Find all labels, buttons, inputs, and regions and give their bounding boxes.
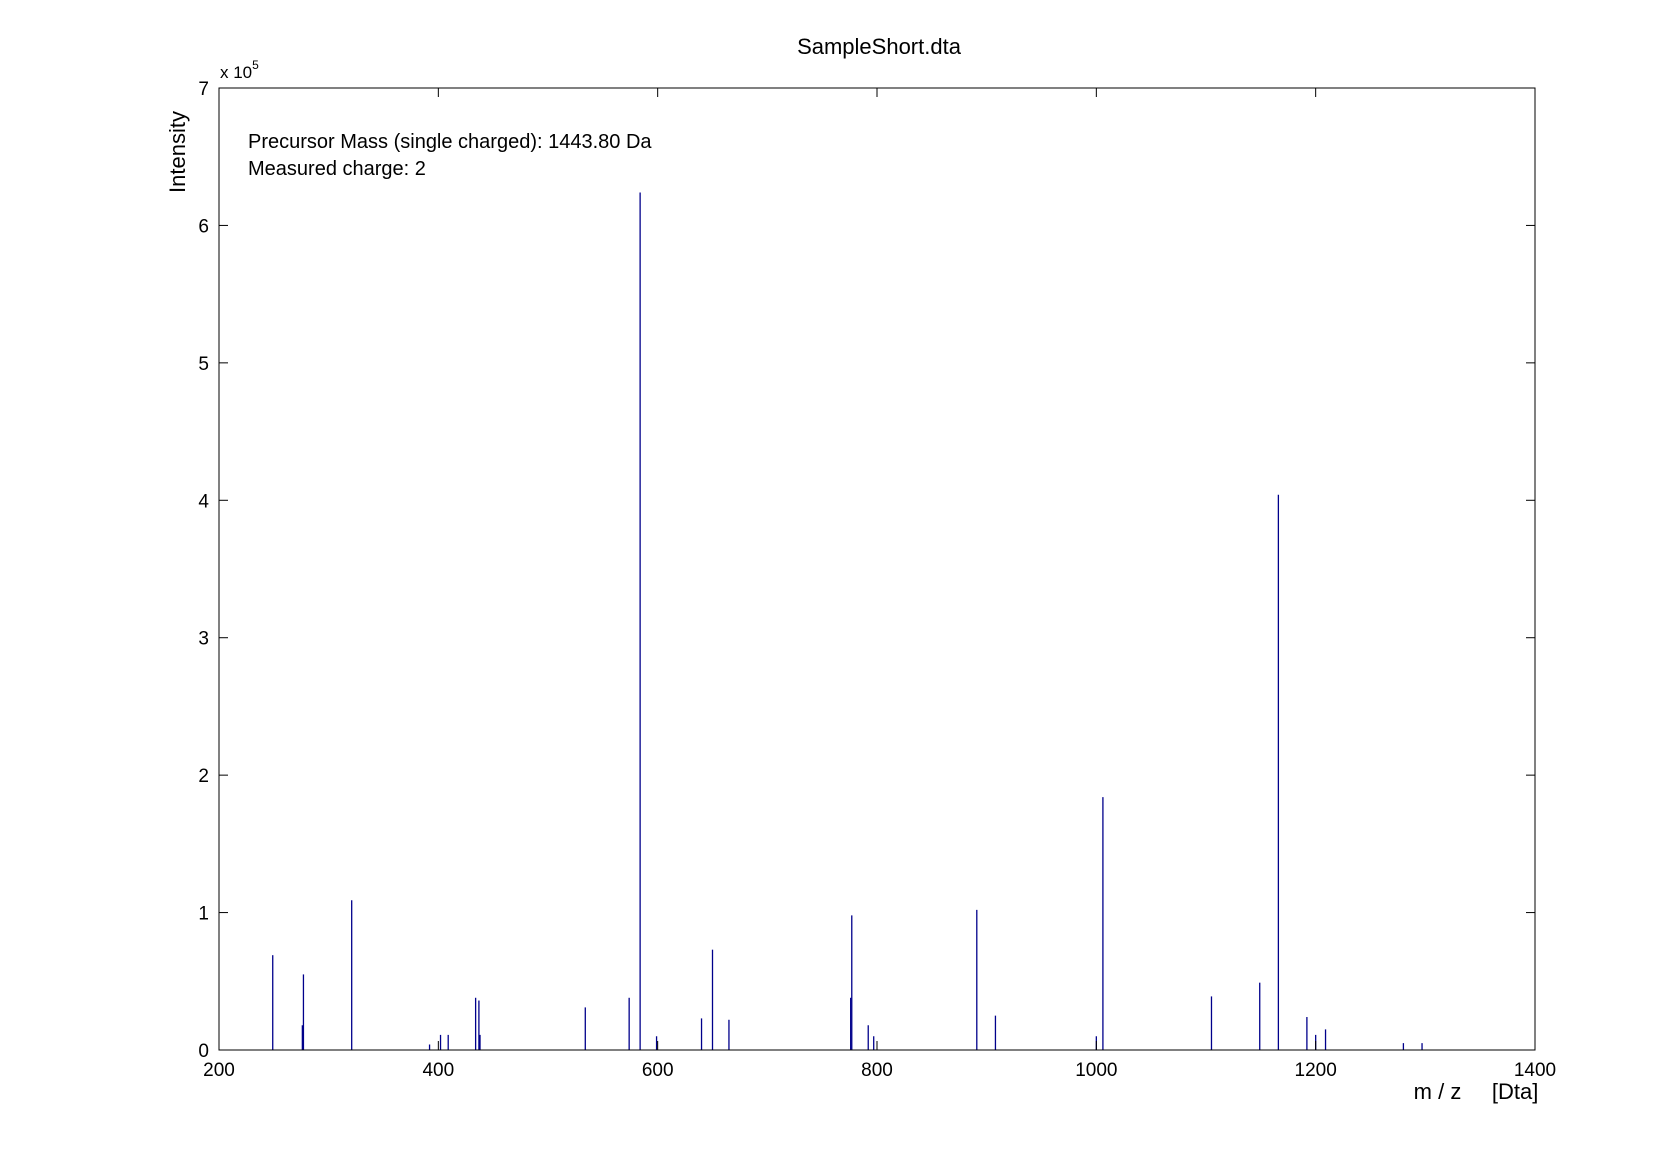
chart-title: SampleShort.dta [797, 34, 962, 59]
plot-area-frame [218, 87, 1536, 1051]
y-multiplier: x 105 [220, 58, 259, 82]
y-tick-label-0: 0 [198, 1041, 209, 1062]
x-tick-label-3: 800 [861, 1060, 893, 1081]
y-tick-label-2: 2 [198, 766, 209, 787]
x-axis-ticks: 200 400 600 800 1000 1200 1400 [203, 88, 1556, 1081]
x-tick-label-1: 400 [422, 1060, 454, 1081]
x-axis-label: m / z [Dta] [1414, 1079, 1539, 1104]
x-tick-label-4: 1000 [1075, 1060, 1117, 1081]
y-axis-ticks: 0 1 2 3 4 5 6 7 [198, 79, 1535, 1062]
y-multiplier-base: x 10 [220, 63, 252, 82]
y-multiplier-exponent: 5 [252, 58, 259, 72]
y-tick-label-3: 3 [198, 629, 209, 650]
y-tick-label-5: 5 [198, 354, 209, 375]
annotation-precursor-mass: Precursor Mass (single charged): 1443.80… [248, 131, 652, 153]
annotation-measured-charge: Measured charge: 2 [248, 158, 426, 180]
y-tick-label-4: 4 [198, 491, 209, 512]
x-tick-label-5: 1200 [1295, 1060, 1337, 1081]
x-tick-label-2: 600 [642, 1060, 674, 1081]
x-tick-label-0: 200 [203, 1060, 235, 1081]
y-tick-label-7: 7 [198, 79, 209, 100]
y-tick-label-1: 1 [198, 904, 209, 925]
x-tick-label-6: 1400 [1514, 1060, 1556, 1081]
peaks-group [272, 192, 1423, 1050]
y-axis-label: Intensity [165, 111, 190, 193]
y-tick-label-6: 6 [198, 216, 209, 237]
